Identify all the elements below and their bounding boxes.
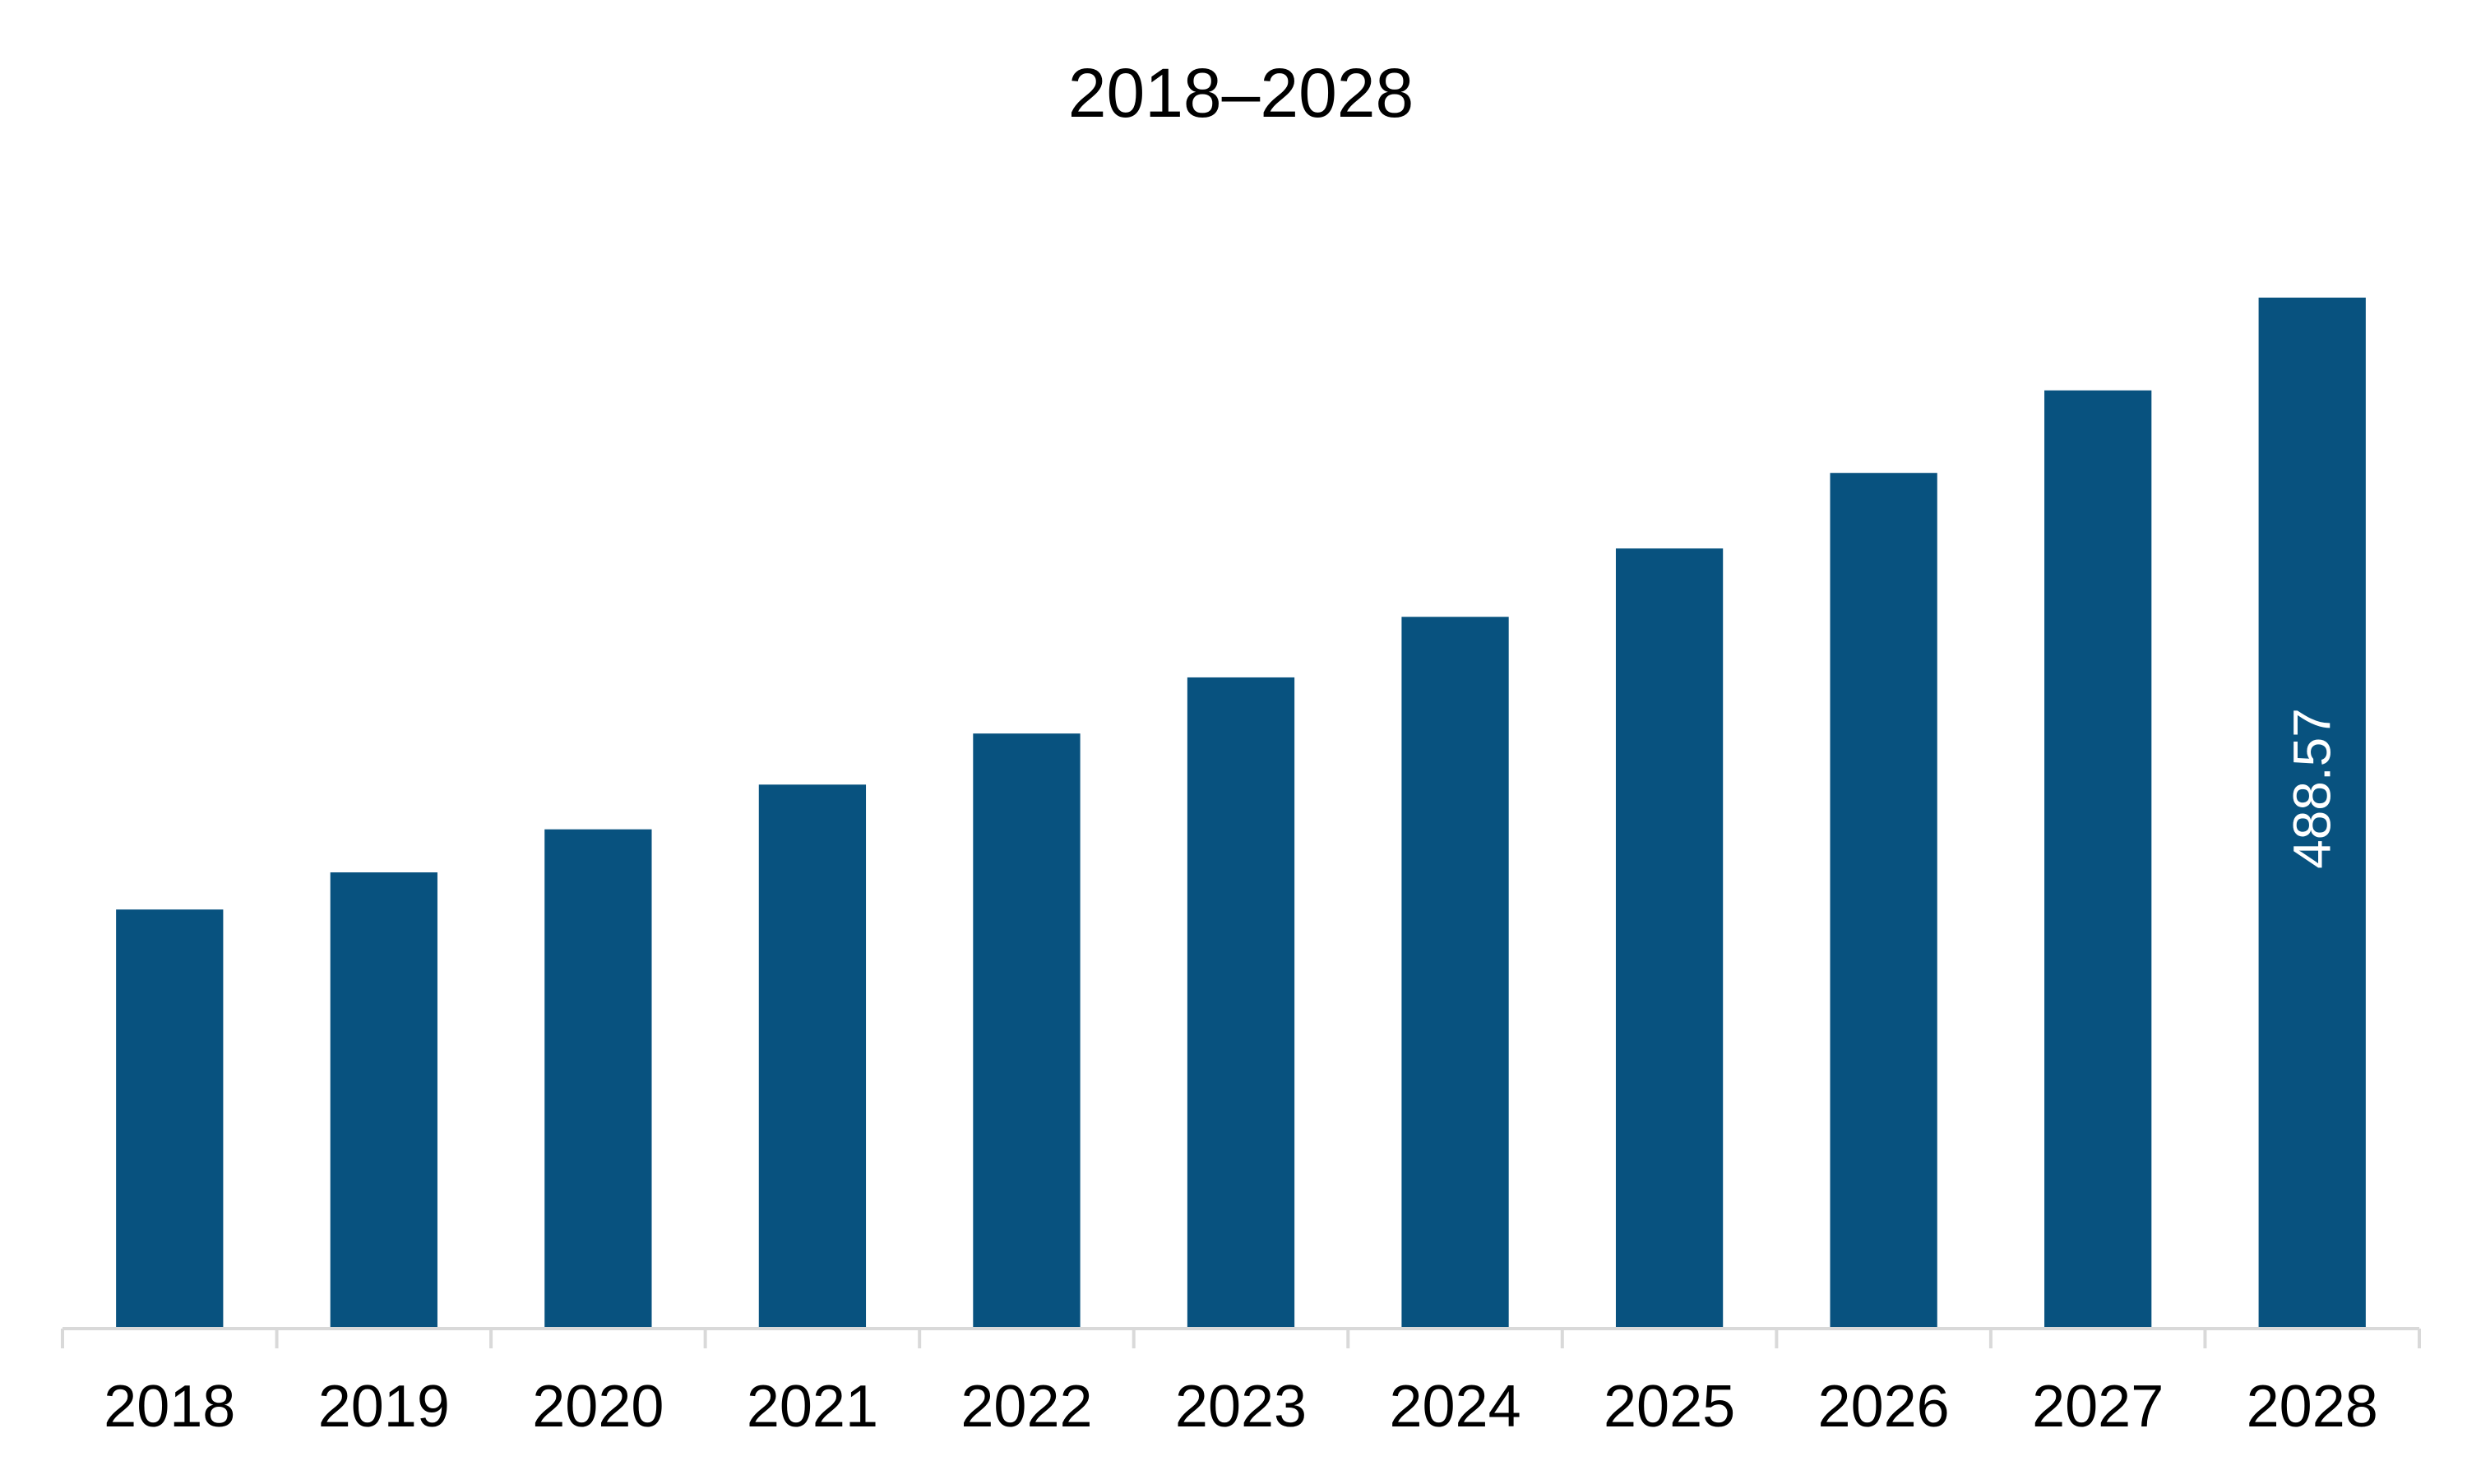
bar-2020 <box>544 829 652 1329</box>
x-tick-label-2022: 2022 <box>960 1374 1092 1440</box>
x-tick-label-2025: 2025 <box>1604 1374 1735 1440</box>
bar-2024 <box>1401 617 1509 1329</box>
x-tick-label-2028: 2028 <box>2247 1374 2378 1440</box>
bar-2027 <box>2044 390 2152 1329</box>
bar-2023 <box>1187 677 1295 1329</box>
x-tick-label-2018: 2018 <box>104 1374 235 1440</box>
x-tick-labels: 2018 2019 2020 2021 2022 2023 2024 2025 2026 2027… <box>104 1374 2378 1440</box>
chart-title: 2018–2028 <box>1068 54 1414 132</box>
x-tick-label-2026: 2026 <box>1818 1374 1950 1440</box>
bar-2025 <box>1615 548 1724 1329</box>
bar-2019 <box>330 872 437 1329</box>
data-label-2028: 488.57 <box>2283 708 2342 869</box>
bar-2021 <box>758 784 867 1329</box>
bar-2018 <box>116 909 224 1329</box>
x-tick-label-2027: 2027 <box>2032 1374 2164 1440</box>
x-tick-label-2019: 2019 <box>318 1374 450 1440</box>
bar-2026 <box>1830 473 1937 1329</box>
x-tick-label-2021: 2021 <box>747 1374 878 1440</box>
x-tick-label-2024: 2024 <box>1389 1374 1520 1440</box>
bar-2022 <box>973 733 1081 1329</box>
x-tick-label-2023: 2023 <box>1175 1374 1307 1440</box>
x-axis <box>61 1327 2421 1348</box>
x-tick-label-2020: 2020 <box>532 1374 664 1440</box>
bar-2028 <box>2258 298 2366 1329</box>
data-labels: 488.57 <box>2283 708 2342 869</box>
bars-layer <box>116 298 2366 1329</box>
